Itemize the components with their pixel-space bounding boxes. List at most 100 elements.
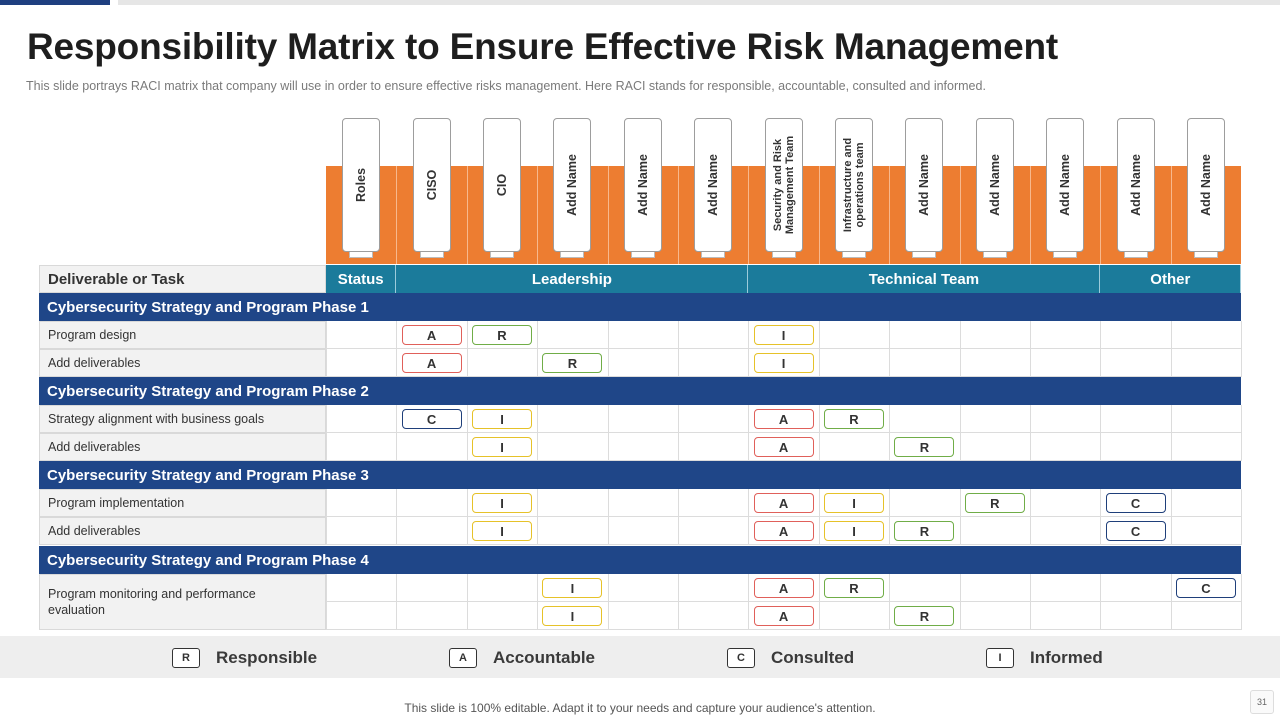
grid-line xyxy=(537,489,539,545)
grid-line xyxy=(466,574,468,630)
grid-line xyxy=(1241,489,1243,545)
raci-badge-c: C xyxy=(401,409,462,429)
role-tab-foot xyxy=(982,252,1007,258)
legend-key: C xyxy=(727,648,755,668)
grid-line xyxy=(1241,574,1243,630)
legend-item: C Consulted xyxy=(727,648,854,668)
group-header-2: Leadership xyxy=(396,265,749,293)
grid-line xyxy=(818,489,820,545)
role-tab: Add Name xyxy=(623,118,662,252)
role-tab-foot xyxy=(701,252,726,258)
grid-line xyxy=(748,574,750,630)
band-divider xyxy=(466,166,468,264)
raci-badge-r: R xyxy=(824,409,884,429)
role-tab-label: CIO xyxy=(495,173,509,197)
grid-line xyxy=(326,321,327,377)
top-rule xyxy=(118,0,1280,5)
role-tab: Add Name xyxy=(1046,118,1085,252)
grid-line xyxy=(1100,489,1102,545)
grid-line xyxy=(889,489,891,545)
grid-line xyxy=(748,489,750,545)
role-tab-foot xyxy=(419,252,444,258)
legend-item: A Accountable xyxy=(449,648,595,668)
task-label: Program monitoring and performance evalu… xyxy=(39,574,326,630)
grid-line xyxy=(537,321,539,377)
role-tab-foot xyxy=(771,252,796,258)
role-tab-label: CISO xyxy=(424,169,439,201)
raci-badge-i: I xyxy=(472,409,532,429)
role-tab-foot xyxy=(842,252,866,258)
role-tab: Add Name xyxy=(694,118,733,252)
raci-badge-i: I xyxy=(753,353,814,373)
legend-label: Informed xyxy=(1030,648,1103,667)
band-divider xyxy=(818,166,820,264)
role-tab-foot xyxy=(1123,252,1148,258)
grid-line xyxy=(326,489,327,545)
band-divider xyxy=(1030,166,1031,264)
grid-line xyxy=(1030,574,1031,630)
role-tab-foot xyxy=(560,252,585,258)
grid-line xyxy=(1241,405,1243,461)
phase-header: Cybersecurity Strategy and Program Phase… xyxy=(39,377,1241,405)
band-divider xyxy=(396,166,398,264)
grid-line xyxy=(607,321,609,377)
role-tab-foot xyxy=(912,252,937,258)
task-label: Program implementation xyxy=(39,489,326,517)
grid-line xyxy=(818,574,820,630)
grid-line xyxy=(889,405,891,461)
band-divider xyxy=(748,166,750,264)
raci-badge-i: I xyxy=(472,521,532,541)
grid-line xyxy=(678,405,679,461)
role-tab-foot xyxy=(1053,252,1078,258)
legend-item: I Informed xyxy=(986,648,1103,668)
raci-badge-r: R xyxy=(824,578,884,598)
role-tab-foot xyxy=(630,252,655,258)
legend-item: R Responsible xyxy=(172,648,317,668)
role-tab-label: Add Name xyxy=(1058,154,1073,216)
grid-line xyxy=(1170,574,1172,630)
grid-line xyxy=(748,405,750,461)
grid-line xyxy=(1100,574,1102,630)
grid-line xyxy=(466,321,468,377)
page-number: 31 xyxy=(1250,690,1274,714)
role-tab: Roles xyxy=(342,118,381,252)
grid-line xyxy=(1170,321,1172,377)
grid-line xyxy=(326,574,327,630)
raci-badge-r: R xyxy=(894,606,955,626)
raci-badge-c: C xyxy=(1105,521,1166,541)
raci-badge-i: I xyxy=(542,606,603,626)
raci-badge-i: I xyxy=(753,325,814,345)
grid-line xyxy=(466,405,468,461)
raci-badge-r: R xyxy=(894,521,955,541)
raci-badge-a: A xyxy=(753,409,814,429)
grid-line xyxy=(326,544,1242,545)
raci-badge-i: I xyxy=(472,493,532,513)
grid-line xyxy=(326,405,327,461)
task-label: Add deliverables xyxy=(39,517,326,545)
role-tab-label: Roles xyxy=(354,167,369,203)
role-tab: Add Name xyxy=(905,118,944,252)
role-tab-foot xyxy=(1194,252,1218,258)
grid-line xyxy=(959,405,961,461)
role-tab-label: Add Name xyxy=(1199,154,1213,216)
raci-badge-a: A xyxy=(401,353,462,373)
raci-badge-r: R xyxy=(964,493,1025,513)
grid-line xyxy=(959,321,961,377)
grid-line xyxy=(326,601,1242,602)
raci-badge-a: A xyxy=(753,437,814,457)
grid-line xyxy=(748,321,750,377)
phase-header: Cybersecurity Strategy and Program Phase… xyxy=(39,293,1241,321)
grid-line xyxy=(1241,321,1243,377)
band-divider xyxy=(678,166,679,264)
grid-line xyxy=(537,405,539,461)
grid-line xyxy=(326,432,1242,433)
grid-line xyxy=(326,516,1242,517)
grid-line xyxy=(326,348,1242,349)
accent-bar xyxy=(0,0,110,5)
role-tab: Add Name xyxy=(553,118,592,252)
group-header-3: Technical Team xyxy=(748,265,1101,293)
role-tab: Add Name xyxy=(1116,118,1155,252)
role-tab: Add Name xyxy=(975,118,1014,252)
legend-label: Consulted xyxy=(771,648,855,667)
role-tab-label: Add Name xyxy=(565,154,580,216)
